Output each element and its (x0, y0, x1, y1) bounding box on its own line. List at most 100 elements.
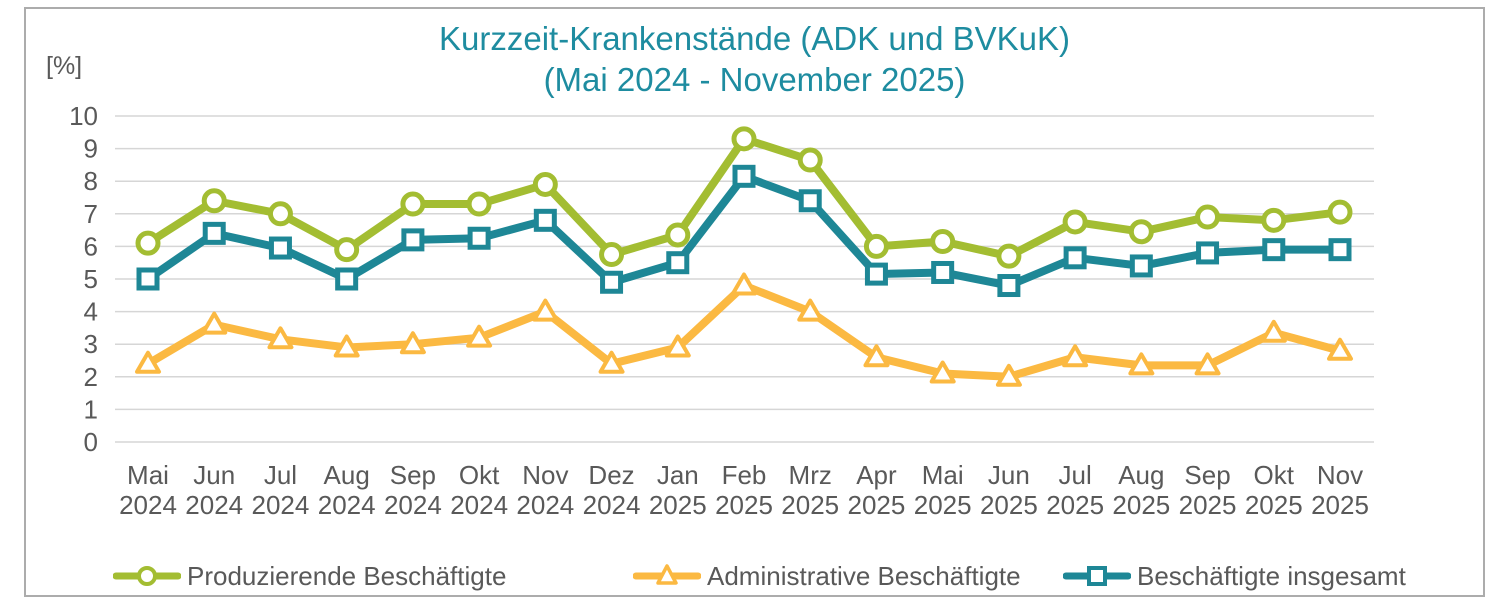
y-tick-label: 7 (84, 199, 98, 229)
circle-marker-swatch (113, 566, 181, 586)
data-point-marker (996, 243, 1022, 269)
data-point-marker (532, 171, 558, 197)
data-point-marker (598, 350, 625, 374)
data-point-marker (335, 267, 359, 291)
chart-title: Kurzzeit-Krankenstände (ADK und BVKuK) (… (24, 18, 1485, 100)
data-point-marker (135, 350, 161, 374)
data-point-marker (1260, 319, 1287, 343)
legend-label-insgesamt: Beschäftigte insgesamt (1137, 560, 1406, 591)
data-point-marker (997, 274, 1021, 298)
data-point-marker (666, 251, 690, 275)
data-point-marker (136, 267, 160, 291)
data-point-marker (600, 270, 624, 294)
x-tick-month: Apr (856, 460, 897, 490)
x-tick-year: 2024 (450, 490, 508, 520)
x-tick-month: Aug (324, 460, 370, 490)
x-tick-month: Sep (390, 460, 436, 490)
series-line-0 (144, 134, 1344, 261)
data-point-marker (466, 191, 492, 217)
x-tick-month: Jun (193, 460, 235, 490)
x-tick-year: 2025 (1046, 490, 1104, 520)
data-point-marker (532, 298, 559, 322)
x-tick-month: Okt (459, 460, 500, 490)
data-point-marker (864, 262, 888, 286)
x-tick-year: 2025 (649, 490, 707, 520)
chart-panel (24, 7, 1485, 597)
data-point-marker (731, 126, 757, 152)
legend-item-produzierende: Produzierende Beschäftigte (113, 561, 506, 591)
y-tick-label: 4 (84, 297, 98, 327)
data-point-marker (533, 208, 557, 232)
data-point-marker (466, 324, 493, 348)
x-tick-year: 2025 (914, 490, 972, 520)
square-marker-swatch (1063, 566, 1131, 586)
chart-title-line2: (Mai 2024 - November 2025) (543, 61, 966, 98)
series-line-1 (144, 281, 1344, 381)
y-tick-label: 8 (84, 166, 98, 196)
x-tick-month: Nov (1317, 460, 1363, 490)
y-axis-unit-label: [%] (46, 52, 83, 80)
data-point-marker (995, 363, 1022, 387)
x-tick-month: Mai (922, 460, 964, 490)
y-tick-label: 3 (84, 329, 98, 359)
data-point-marker (931, 260, 955, 284)
data-point-marker (401, 228, 425, 252)
data-point-marker (1195, 204, 1221, 230)
x-tick-month: Aug (1118, 460, 1164, 490)
data-point-marker (929, 360, 956, 384)
x-tick-year: 2024 (185, 490, 243, 520)
data-point-marker (467, 226, 491, 250)
x-tick-month: Okt (1254, 460, 1295, 490)
x-tick-year: 2024 (318, 490, 376, 520)
data-point-marker (797, 298, 824, 322)
data-point-marker (1327, 337, 1353, 361)
legend-label-administrative: Administrative Beschäftigte (707, 560, 1021, 591)
x-tick-year: 2025 (1112, 490, 1170, 520)
x-tick-year: 2024 (583, 490, 641, 520)
x-tick-year: 2024 (516, 490, 574, 520)
y-tick-label: 0 (84, 427, 98, 457)
x-tick-month: Feb (722, 460, 767, 490)
data-point-marker (1328, 238, 1352, 262)
x-tick-month: Jul (264, 460, 297, 490)
data-point-marker (399, 331, 426, 355)
data-point-marker (267, 326, 294, 350)
data-point-marker (798, 189, 822, 213)
data-point-marker (731, 272, 757, 296)
data-point-marker (1262, 238, 1286, 262)
y-tick-label: 10 (69, 101, 98, 131)
y-tick-label: 6 (84, 231, 98, 261)
data-point-marker (135, 230, 161, 256)
data-point-marker (732, 164, 756, 188)
data-point-marker (863, 233, 889, 259)
data-point-marker (665, 222, 691, 248)
x-tick-year: 2024 (384, 490, 442, 520)
x-tick-year: 2024 (252, 490, 310, 520)
chart-title-line1: Kurzzeit-Krankenstände (ADK und BVKuK) (439, 20, 1070, 57)
data-point-marker (201, 311, 228, 335)
data-point-marker (201, 188, 227, 214)
data-point-marker (1196, 241, 1220, 265)
legend-label-produzierende: Produzierende Beschäftigte (187, 560, 507, 591)
data-point-marker (599, 242, 625, 268)
data-point-marker (1129, 254, 1153, 278)
data-point-marker (333, 334, 360, 358)
legend-item-insgesamt: Beschäftigte insgesamt (1063, 561, 1406, 591)
data-point-marker (202, 221, 226, 245)
data-point-marker (1062, 344, 1089, 368)
x-tick-year: 2025 (848, 490, 906, 520)
data-point-marker (930, 229, 956, 255)
x-tick-month: Mrz (789, 460, 832, 490)
x-tick-month: Jul (1058, 460, 1091, 490)
data-point-marker (268, 236, 292, 260)
x-tick-year: 2025 (1179, 490, 1237, 520)
y-tick-label: 1 (84, 394, 98, 424)
data-point-marker (1063, 246, 1087, 270)
y-tick-label: 9 (84, 134, 98, 164)
data-point-marker (664, 334, 691, 358)
triangle-marker-swatch (633, 564, 701, 585)
data-point-marker (334, 237, 360, 263)
x-tick-month: Jun (988, 460, 1030, 490)
x-tick-year: 2025 (781, 490, 839, 520)
